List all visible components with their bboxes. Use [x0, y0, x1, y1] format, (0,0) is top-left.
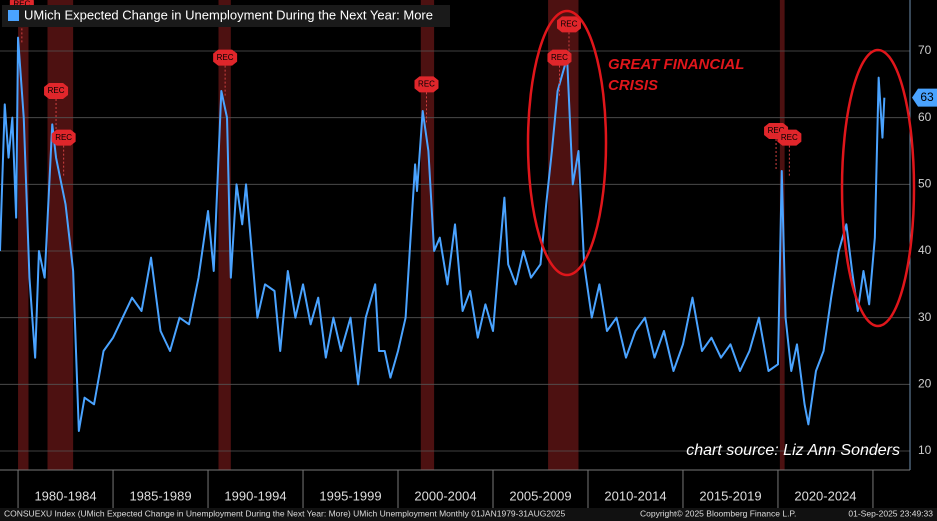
- rec-label: REC: [13, 0, 30, 8]
- y-tick-label: 30: [918, 310, 932, 324]
- source: chart source: Liz Ann Sonders: [686, 442, 900, 459]
- line-series: [0, 36, 886, 432]
- rec-badge: [213, 49, 238, 66]
- callout: GREAT FINANCIAL CRISIS: [608, 56, 745, 94]
- rec-badge: [547, 49, 572, 66]
- last-value-tag: [912, 88, 937, 107]
- x-tick-label: 1995-1999: [319, 488, 381, 503]
- rec-label: REC: [418, 79, 435, 88]
- y-tick-label: 60: [918, 110, 932, 124]
- rec-badge: [556, 16, 581, 33]
- y-tick-label: 50: [918, 177, 932, 191]
- footer-copyright: Copyright© 2025 Bloomberg Finance L.P.: [640, 508, 796, 518]
- plot: 10 20 30 40 50 60 70 1980-1984 1985-1989 1990-199…: [0, 0, 932, 508]
- y-tick-label: 40: [918, 243, 932, 257]
- recent-circle: [840, 48, 916, 328]
- footer-left: CONSUEXU Index (UMich Expected Change in…: [4, 508, 566, 518]
- gfc-circle: [526, 9, 608, 277]
- legend-box: [2, 5, 450, 27]
- rec-label: REC: [768, 126, 785, 135]
- footer-bar: [0, 508, 937, 521]
- recession-shade: [420, 0, 435, 470]
- rec-badge: [777, 129, 802, 146]
- x-tick-label: 2010-2014: [604, 488, 666, 503]
- x-tick-label: 1980-1984: [34, 488, 96, 503]
- legend-swatch: [8, 10, 19, 21]
- rec-label: REC: [561, 19, 578, 28]
- recession-shade: [548, 0, 579, 470]
- rec-label: REC: [551, 53, 568, 62]
- recession-shade: [779, 0, 785, 470]
- rec-label: REC: [217, 53, 234, 62]
- last-value-label: 63: [920, 90, 934, 104]
- legend-label: UMich Expected Change in Unemployment Du…: [24, 7, 433, 22]
- x-tick-label: 2000-2004: [414, 488, 476, 503]
- x-tick-label: 1985-1989: [129, 488, 191, 503]
- x-tick-label: 2005-2009: [509, 488, 571, 503]
- rec-label: REC: [55, 133, 72, 142]
- y-tick-label: 10: [918, 443, 932, 457]
- rec-label: REC: [781, 133, 798, 142]
- callout-box: GREAT FINANCIAL CRISIS: [608, 56, 745, 94]
- y-tick-label: 20: [918, 377, 932, 391]
- rec-label: REC: [48, 86, 65, 95]
- x-tick-label: 2020-2024: [794, 488, 856, 503]
- rec-badge: [44, 83, 69, 99]
- y-tick-label: 70: [918, 43, 932, 57]
- rec-badge: [51, 129, 76, 146]
- x-tick-label: 1990-1994: [224, 488, 286, 503]
- recession-shade: [18, 0, 29, 470]
- rec-badge: [414, 76, 439, 93]
- x-tick-label: 2015-2019: [699, 488, 761, 503]
- footer-date: 01-Sep-2025 23:49:33: [848, 508, 933, 518]
